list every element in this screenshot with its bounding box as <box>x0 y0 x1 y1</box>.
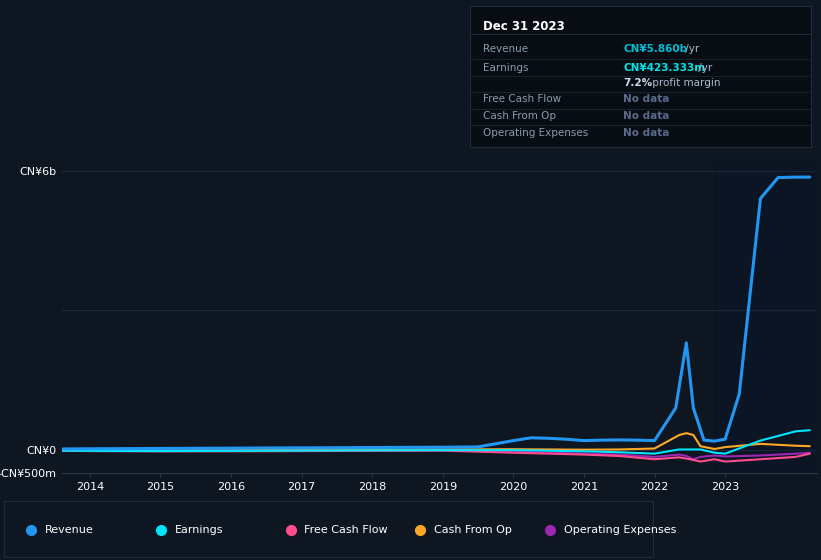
Text: Dec 31 2023: Dec 31 2023 <box>484 20 565 33</box>
Text: Operating Expenses: Operating Expenses <box>484 128 589 138</box>
Text: Free Cash Flow: Free Cash Flow <box>305 525 388 535</box>
Text: No data: No data <box>623 94 670 104</box>
Text: Revenue: Revenue <box>484 44 529 54</box>
Text: profit margin: profit margin <box>649 78 721 88</box>
Text: Free Cash Flow: Free Cash Flow <box>484 94 562 104</box>
Text: 7.2%: 7.2% <box>623 78 653 88</box>
Text: Operating Expenses: Operating Expenses <box>564 525 677 535</box>
Text: CN¥423.333m: CN¥423.333m <box>623 63 705 73</box>
Text: Revenue: Revenue <box>45 525 94 535</box>
Text: Earnings: Earnings <box>484 63 529 73</box>
Text: No data: No data <box>623 111 670 121</box>
Text: Cash From Op: Cash From Op <box>484 111 557 121</box>
Text: /yr: /yr <box>695 63 712 73</box>
Text: Cash From Op: Cash From Op <box>434 525 512 535</box>
Text: No data: No data <box>623 128 670 138</box>
Bar <box>714 161 817 473</box>
Text: /yr: /yr <box>681 44 699 54</box>
Text: CN¥5.860b: CN¥5.860b <box>623 44 687 54</box>
Text: Earnings: Earnings <box>175 525 223 535</box>
